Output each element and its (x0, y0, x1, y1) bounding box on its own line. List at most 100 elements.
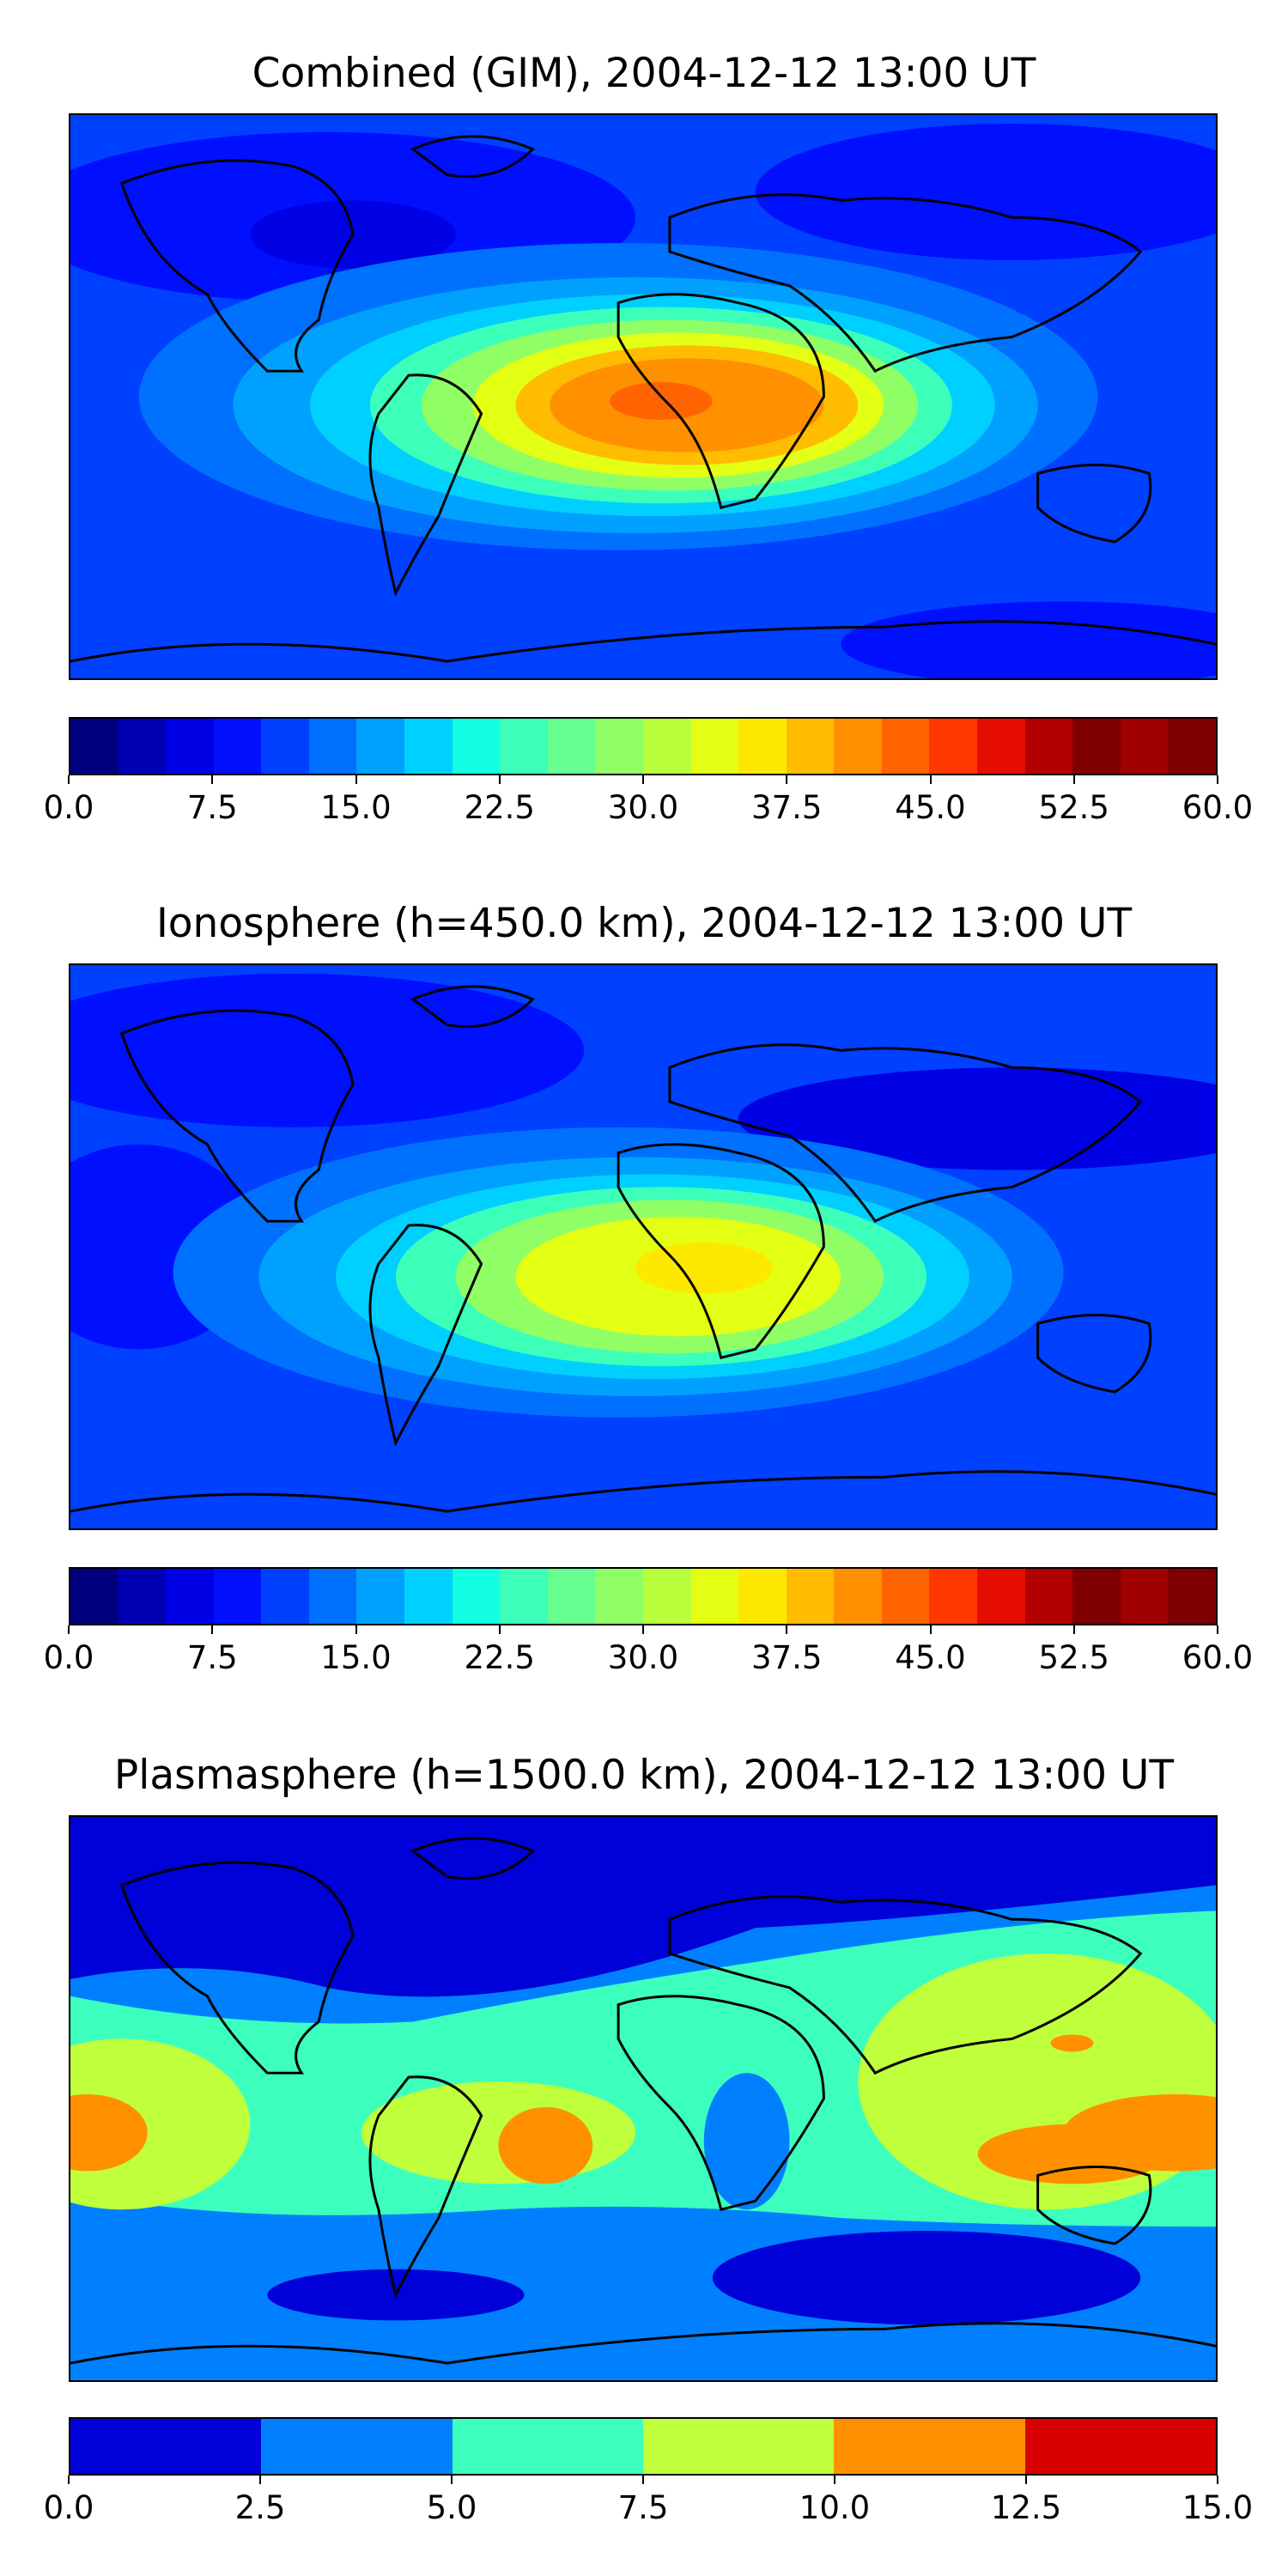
colorbar-tick-mark (642, 775, 644, 784)
colorbar-tick-label: 0.0 (43, 2489, 94, 2526)
colorbar-tick-label: 45.0 (895, 789, 966, 826)
chart-title-combined: Combined (GIM), 2004-12-12 13:00 UT (252, 50, 1036, 97)
field-contour (70, 1817, 1216, 1997)
colorbar-segment (1024, 1569, 1073, 1624)
colorbar-segment (1024, 719, 1073, 774)
colorbar-segment (356, 719, 405, 774)
colorbar-segment (1072, 1569, 1121, 1624)
colorbar-segment (881, 719, 930, 774)
field-contour (841, 601, 1216, 678)
colorbar-tick-label: 15.0 (1182, 2489, 1254, 2526)
colorbar-tick-label: 15.0 (320, 789, 392, 826)
chart-title-plasmasphere: Plasmasphere (h=1500.0 km), 2004-12-12 1… (113, 1752, 1175, 1799)
colorbar-tick-label: 52.5 (1038, 789, 1109, 826)
colorbar-tick-label: 52.5 (1038, 1639, 1109, 1676)
colorbar-segment (452, 1569, 501, 1624)
colorbar-segment (642, 1569, 691, 1624)
field-contour (755, 123, 1216, 260)
colorbar-segment (1120, 1569, 1169, 1624)
colorbar-tick-mark (1217, 1625, 1218, 1634)
colorbar-tick-label: 60.0 (1182, 789, 1254, 826)
colorbar-tick-mark (786, 775, 788, 784)
colorbar-combined (69, 717, 1218, 775)
colorbar-tick-label: 22.5 (464, 1639, 535, 1676)
colorbar-segment (118, 1569, 167, 1624)
colorbar-tick-mark (1217, 775, 1218, 784)
colorbar-segment (404, 1569, 453, 1624)
colorbar-tick-mark (642, 1625, 644, 1634)
map-ionosphere-svg (70, 965, 1216, 1528)
colorbar-tick-mark (1025, 2476, 1027, 2484)
colorbar-segment (976, 719, 1025, 774)
colorbar-segment (166, 1569, 214, 1624)
colorbar-tick-label: 0.0 (43, 1639, 94, 1676)
colorbar-segment (1072, 719, 1121, 774)
colorbar-tick-label: 5.0 (426, 2489, 477, 2526)
colorbar-segment (70, 719, 118, 774)
colorbar-segment (690, 719, 739, 774)
map-plasmasphere-svg (70, 1817, 1216, 2380)
colorbar-segment (308, 1569, 357, 1624)
colorbar-tick-mark (834, 2476, 835, 2484)
colorbar-segment (308, 719, 357, 774)
field-contour (610, 382, 713, 420)
colorbar-tick-mark (1072, 1625, 1075, 1634)
colorbar-tick-mark (929, 775, 932, 784)
colorbar-tick-label: 30.0 (607, 1639, 679, 1676)
colorbar-segment (834, 1569, 882, 1624)
colorbar-segment (929, 719, 977, 774)
colorbar-segment (929, 1569, 977, 1624)
colorbar-tick-mark (451, 2476, 453, 2484)
colorbar-tick-label: 37.5 (751, 789, 823, 826)
colorbar-segment (70, 2419, 262, 2474)
colorbar-tick-label: 10.0 (799, 2489, 871, 2526)
field-contour (70, 2094, 148, 2172)
colorbar-segment (1168, 719, 1216, 774)
colorbar-tick-mark (68, 2476, 70, 2484)
colorbar-segment (261, 2419, 453, 2474)
colorbar-segment (642, 2419, 835, 2474)
colorbar-segment (738, 719, 787, 774)
map-combined-svg (70, 115, 1216, 678)
colorbar-tick-mark (259, 2476, 261, 2484)
colorbar-segment (834, 719, 882, 774)
colorbar-segment (404, 719, 453, 774)
colorbar-segment (356, 1569, 405, 1624)
colorbar-tick-label: 0.0 (43, 789, 94, 826)
field-contour (635, 1242, 773, 1294)
colorbar-segment (786, 719, 835, 774)
colorbar-tick-label: 37.5 (751, 1639, 823, 1676)
coastlines (70, 1837, 1216, 2365)
colorbar-segment (261, 1569, 309, 1624)
colorbar-tick-mark (1217, 2476, 1218, 2484)
colorbar-tick-label: 7.5 (617, 2489, 669, 2526)
colorbar-tick-mark (642, 2476, 644, 2484)
colorbar-tick-label: 15.0 (320, 1639, 392, 1676)
colorbar-segment (1168, 1569, 1216, 1624)
colorbar-segment (452, 719, 501, 774)
colorbar-segment (166, 719, 214, 774)
colorbar-segment (261, 719, 309, 774)
colorbar-tick-label: 60.0 (1182, 1639, 1254, 1676)
coastlines (70, 985, 1216, 1513)
colorbar-tick-mark (498, 1625, 501, 1634)
colorbar-tick-mark (1072, 775, 1075, 784)
colorbar-tick-label: 12.5 (990, 2489, 1062, 2526)
field-contour (361, 2081, 636, 2184)
field-contour (498, 2106, 593, 2184)
colorbar-tick-label: 45.0 (895, 1639, 966, 1676)
colorbar-plasmasphere (69, 2417, 1218, 2476)
field-contour (70, 2038, 251, 2210)
colorbar-segment (690, 1569, 739, 1624)
colorbar-segment (834, 2419, 1025, 2474)
colorbar-tick-mark (498, 775, 501, 784)
colorbar-segment (500, 719, 548, 774)
colorbar-segment (976, 1569, 1025, 1624)
field-contour (712, 2231, 1141, 2325)
colorbar-segment (118, 719, 167, 774)
colorbar-tick-label: 30.0 (607, 789, 679, 826)
coastlines (70, 135, 1216, 663)
colorbar-tick-label: 2.5 (234, 2489, 286, 2526)
colorbar-ionosphere (69, 1567, 1218, 1625)
colorbar-segment (595, 1569, 643, 1624)
